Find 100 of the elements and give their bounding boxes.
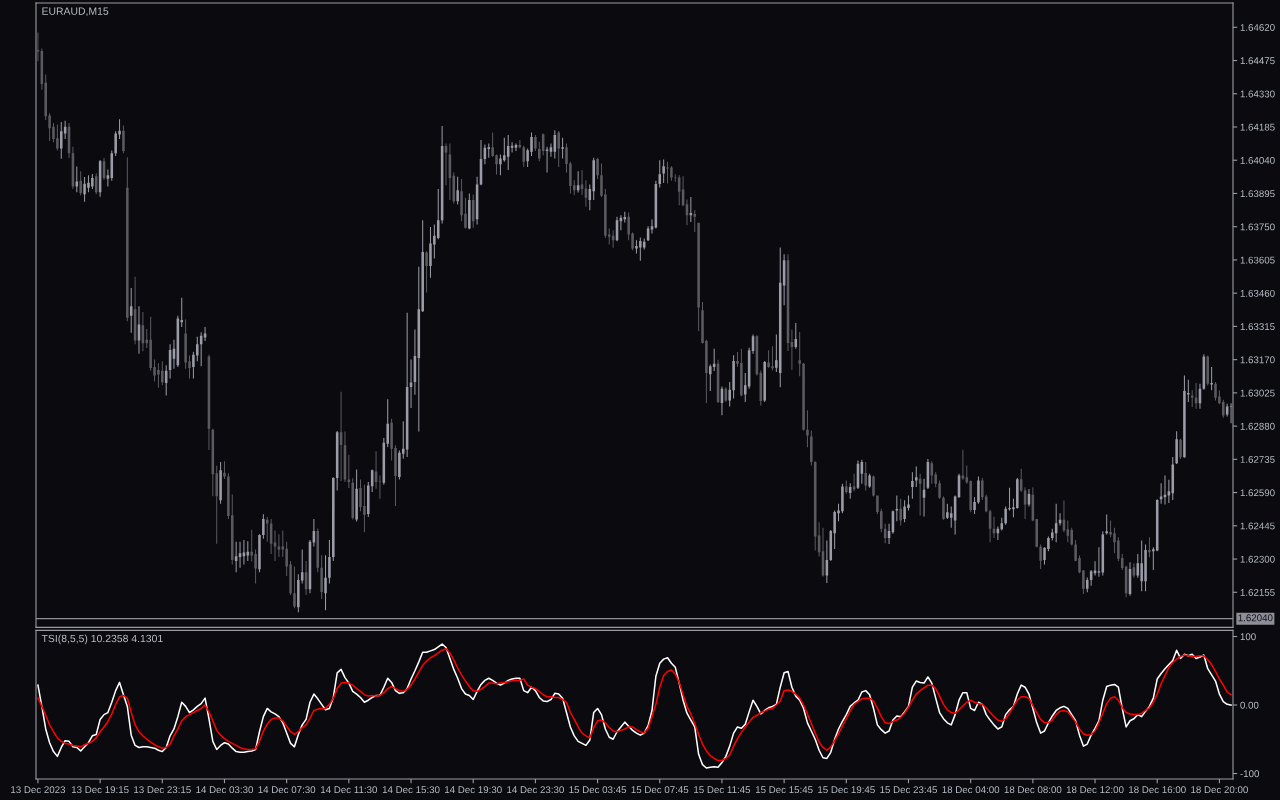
y-tick-label: 0.00 [1240, 701, 1259, 709]
x-tick-label: 14 Dec 15:30 [382, 786, 440, 794]
candlestick [351, 478, 355, 520]
candlestick [79, 171, 82, 196]
candlestick [918, 473, 922, 516]
candlestick [1206, 355, 1210, 386]
candlestick [1105, 514, 1108, 535]
candlestick [363, 484, 366, 533]
candlestick [339, 391, 343, 482]
y-tick-label: -100 [1240, 770, 1260, 778]
candlestick [91, 173, 94, 190]
y-tick-label: 1.63025 [1240, 389, 1275, 397]
candlestick [1175, 431, 1178, 464]
candlestick [161, 361, 164, 386]
chart-title: EURAUD,M15 [42, 7, 109, 17]
x-tick-label: 13 Dec 23:15 [134, 786, 191, 794]
candlestick [265, 517, 269, 542]
candlestick [689, 196, 693, 222]
candlestick [670, 166, 673, 181]
x-tick-label: 15 Dec 23:45 [880, 786, 937, 794]
y-tick-label: 1.63750 [1240, 223, 1275, 231]
x-tick-label: 18 Dec 16:00 [1129, 786, 1186, 794]
y-tick-label: 100 [1240, 633, 1256, 641]
candlestick [1039, 544, 1042, 569]
candlestick [864, 462, 868, 491]
candlestick [596, 157, 599, 180]
candlestick [545, 146, 549, 173]
y-tick-label: 1.62155 [1240, 589, 1275, 596]
candlestick [238, 541, 242, 568]
candlestick [872, 475, 875, 497]
candlestick [1171, 457, 1175, 500]
y-tick-label: 1.63170 [1240, 356, 1275, 364]
y-tick-label: 1.63605 [1240, 256, 1275, 264]
candlestick [911, 472, 914, 499]
candlestick [914, 466, 918, 488]
y-tick-label: 1.64620 [1240, 24, 1275, 31]
candlestick [557, 131, 560, 167]
candlestick [868, 473, 871, 488]
x-tick-label: 18 Dec 04:00 [942, 786, 1000, 794]
candlestick [522, 145, 526, 167]
y-tick-label: 1.62590 [1240, 489, 1275, 497]
candlestick [1210, 366, 1213, 391]
x-tick-label: 18 Dec 12:00 [1066, 786, 1124, 794]
candlestick [845, 480, 848, 494]
candlestick [234, 541, 238, 573]
candlestick [1163, 475, 1167, 505]
ref-line-label: 1.62040 [1238, 614, 1273, 622]
y-tick-label: 1.64185 [1240, 123, 1275, 131]
candlestick [666, 161, 669, 184]
candlestick [584, 180, 588, 207]
candlestick [942, 496, 945, 520]
candlestick [1004, 506, 1007, 525]
candlestick [778, 247, 782, 388]
x-tick-label: 18 Dec 08:00 [1004, 786, 1062, 794]
candlestick [122, 125, 125, 154]
x-tick-label: 13 Dec 2023 [11, 786, 66, 794]
candlestick [977, 476, 980, 504]
y-tick-label: 1.64330 [1240, 90, 1275, 98]
candlestick [534, 135, 537, 152]
candlestick [219, 462, 222, 504]
y-tick-label: 1.64040 [1240, 156, 1275, 164]
x-tick-label: 15 Dec 11:45 [694, 786, 751, 794]
chart-title: TSI(8,5,5) 10.2358 4.1301 [41, 634, 163, 645]
candlestick [281, 530, 285, 557]
candlestick [75, 166, 79, 193]
candlestick [631, 232, 634, 251]
candlestick [767, 350, 770, 368]
candlestick [1159, 483, 1163, 504]
candlestick [94, 173, 98, 195]
x-tick-label: 14 Dec 23:30 [507, 786, 564, 794]
x-tick-label: 13 Dec 19:15 [71, 786, 129, 794]
x-tick-label: 15 Dec 19:45 [818, 786, 875, 794]
candlestick [355, 469, 358, 522]
candlestick [1140, 540, 1143, 592]
x-tick-label: 15 Dec 15:45 [755, 786, 813, 794]
candlestick [693, 210, 697, 232]
candlestick [732, 355, 735, 399]
x-tick-label: 14 Dec 03:30 [196, 786, 254, 794]
candlestick [277, 534, 281, 557]
candlestick [922, 478, 926, 517]
candlestick [1148, 537, 1151, 558]
x-tick-label: 14 Dec 07:30 [258, 786, 316, 794]
candlestick [56, 124, 59, 151]
x-tick-label: 14 Dec 11:30 [321, 786, 378, 794]
x-tick-label: 15 Dec 07:45 [631, 786, 689, 794]
candlestick [378, 475, 382, 499]
candlestick [1183, 375, 1186, 458]
candlestick [374, 451, 378, 489]
candlestick [347, 454, 351, 488]
candlestick [576, 171, 580, 193]
candlestick [157, 363, 160, 388]
candlestick [456, 176, 459, 205]
candlestick [1000, 517, 1004, 531]
y-tick-label: 1.62300 [1240, 555, 1275, 563]
candlestick [518, 140, 522, 149]
candlestick [790, 329, 794, 370]
candlestick [658, 160, 662, 188]
candlestick [996, 526, 1000, 541]
candlestick [83, 176, 86, 202]
candlestick [36, 32, 40, 62]
